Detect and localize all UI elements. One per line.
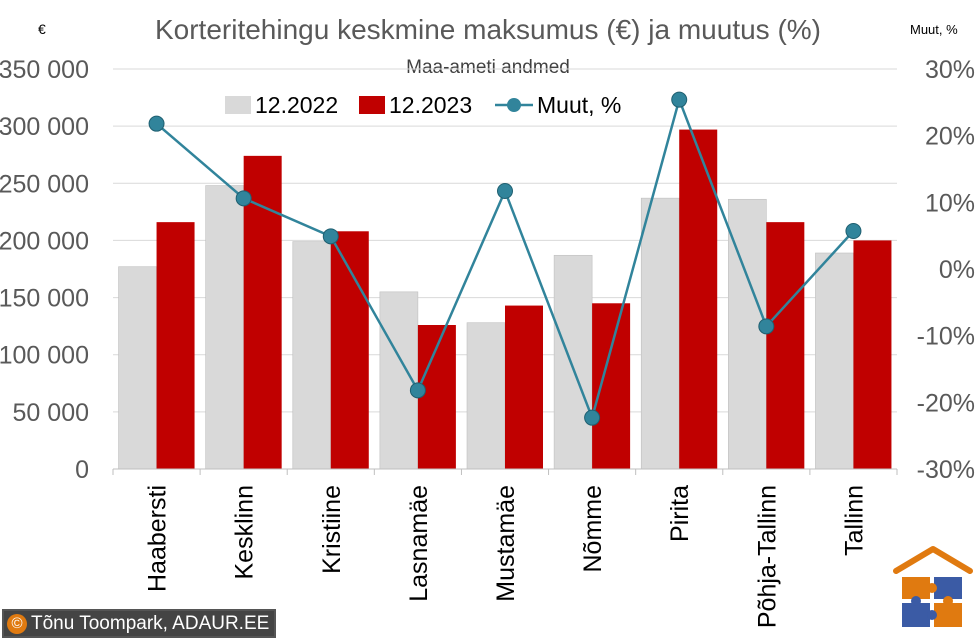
bar-12.2023	[243, 155, 282, 469]
category-label: Põhja-Tallinn	[753, 485, 781, 628]
y-tick-label: 250 000	[0, 170, 89, 198]
bar-12.2023	[505, 305, 543, 469]
category-label: Lasnamäe	[405, 485, 433, 602]
category-label: Pirita	[666, 485, 694, 542]
change-point	[758, 318, 775, 335]
category-label: Kesklinn	[231, 485, 259, 580]
legend-marker	[507, 98, 521, 112]
legend-swatch	[225, 96, 251, 114]
y-tick-label: 300 000	[0, 113, 89, 141]
legend-swatch	[359, 96, 385, 114]
copyright-text: Tõnu Toompark, ADAUR.EE	[31, 612, 270, 634]
bar-12.2022	[466, 322, 506, 470]
bars	[118, 129, 892, 470]
category-labels: Haabersti Kesklinn Kristiine Lasnamäe Mustam…	[144, 485, 869, 628]
y2-tick-label: 0%	[939, 256, 975, 284]
legend-label: Muut, %	[537, 92, 621, 118]
category-label: Haabersti	[144, 485, 172, 592]
change-point	[497, 183, 513, 199]
y2-tick-label: 30%	[925, 56, 975, 84]
y-tick-label: 150 000	[0, 285, 89, 313]
right-tick-labels: -30% -20% -10% 0% 10% 20% 30%	[917, 56, 975, 484]
copyright-badge: © Tõnu Toompark, ADAUR.EE	[2, 609, 277, 638]
right-axis-unit: Muut, %	[910, 22, 958, 37]
change-line	[148, 91, 862, 426]
change-point	[845, 223, 862, 239]
legend-label: 12.2023	[389, 92, 472, 118]
bar-12.2022	[118, 266, 157, 470]
y-tick-label: 350 000	[0, 56, 89, 84]
chart-title: Korteritehingu keskmine maksumus (€) ja …	[155, 14, 821, 45]
bar-12.2022	[640, 197, 680, 470]
bar-12.2023	[853, 240, 892, 469]
y2-tick-label: -30%	[917, 456, 975, 484]
category-label: Mustamäe	[492, 485, 520, 602]
change-point	[584, 409, 601, 426]
y2-tick-label: 20%	[925, 123, 975, 151]
axes	[112, 468, 898, 475]
left-axis-unit: €	[38, 21, 46, 37]
bar-12.2023	[766, 222, 805, 469]
bar-12.2023	[156, 222, 195, 469]
y-tick-label: 0	[75, 456, 89, 484]
left-tick-labels: 0 50 000 100 000 150 000 200 000 250 000 300 0…	[0, 56, 89, 484]
change-point	[322, 228, 339, 245]
change-point	[671, 91, 688, 108]
change-point	[148, 115, 165, 132]
legend-label: 12.2022	[255, 92, 338, 118]
category-label: Tallinn	[840, 485, 868, 556]
change-point	[409, 382, 426, 399]
category-label: Kristiine	[318, 485, 346, 574]
bar-12.2022	[553, 254, 593, 470]
bar-12.2023	[592, 303, 631, 469]
legend: 12.2022 12.2023 Muut, %	[225, 92, 621, 118]
bar-12.2022	[292, 241, 332, 470]
category-label: Nõmme	[579, 485, 607, 573]
y2-tick-label: -10%	[917, 323, 975, 351]
y-tick-label: 200 000	[0, 227, 89, 255]
puzzle-house-logo	[893, 546, 973, 627]
bar-12.2023	[679, 129, 718, 470]
change-point	[235, 190, 252, 207]
copyright-icon: ©	[7, 613, 27, 634]
y2-tick-label: -20%	[917, 389, 975, 417]
bar-12.2022	[205, 185, 244, 470]
bar-12.2023	[330, 231, 369, 469]
chart-subtitle: Maa-ameti andmed	[406, 57, 570, 78]
y2-tick-label: 10%	[925, 189, 975, 217]
y-tick-label: 50 000	[13, 399, 89, 427]
bar-12.2022	[815, 252, 854, 470]
y-tick-label: 100 000	[0, 342, 89, 370]
